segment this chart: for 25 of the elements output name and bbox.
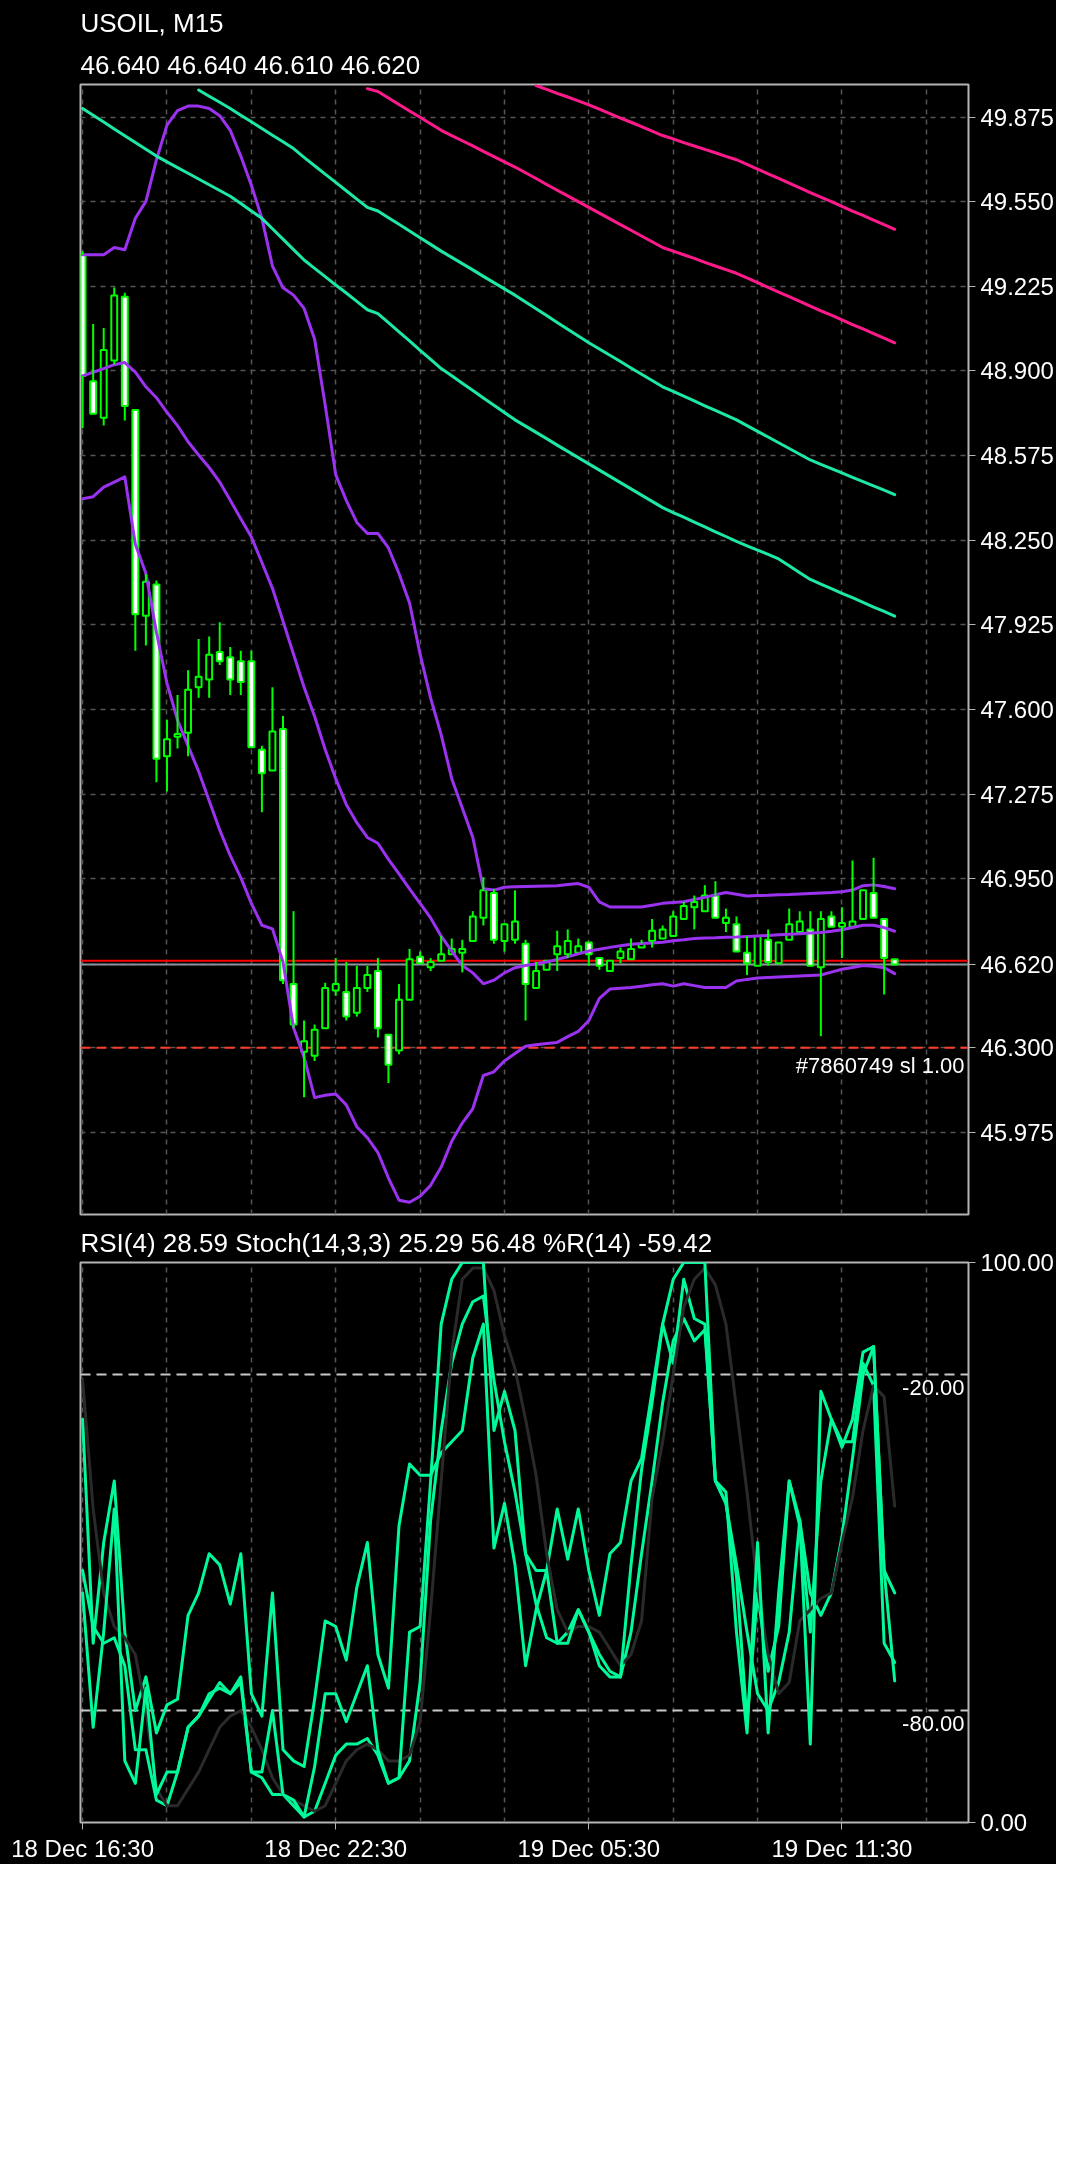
- y-tick-label: 46.620: [980, 951, 1054, 979]
- y-tick-label: 46.300: [980, 1034, 1054, 1062]
- y-tick-label: 46.950: [980, 865, 1054, 893]
- x-tick-label: 18 Dec 16:30: [11, 1834, 155, 1862]
- x-tick-label: 19 Dec 05:30: [517, 1834, 661, 1862]
- chart-title: RSI(4) 28.59 Stoch(14,3,3) 25.29 56.48 %R(14) -59.42: [80, 1227, 713, 1258]
- y-tick-label: 47.925: [980, 611, 1054, 639]
- chart-title: USOIL, M15: [80, 7, 224, 38]
- y-tick-label: 48.575: [980, 442, 1054, 470]
- y-tick-label: 49.550: [980, 188, 1054, 216]
- y-tick-label: 47.275: [980, 780, 1054, 808]
- y-tick-label: 47.600: [980, 695, 1054, 723]
- ref-line-label: #7860749 sl 1.00: [795, 1052, 965, 1078]
- chart-subtitle: 46.640 46.640 46.610 46.620: [80, 49, 421, 80]
- y-tick-label: 45.975: [980, 1118, 1054, 1146]
- annotation: -20.00: [902, 1374, 965, 1400]
- y-tick-label: 48.900: [980, 357, 1054, 385]
- annotation: -80.00: [902, 1710, 965, 1736]
- y-tick-label: 49.225: [980, 272, 1054, 300]
- y-tick-label: 0.00: [980, 1809, 1028, 1836]
- x-tick-label: 18 Dec 22:30: [264, 1834, 408, 1862]
- x-tick-label: 19 Dec 11:30: [771, 1834, 913, 1862]
- y-tick-label: 100.00: [980, 1249, 1054, 1276]
- y-tick-label: 49.875: [980, 103, 1054, 131]
- y-tick-label: 48.250: [980, 526, 1054, 554]
